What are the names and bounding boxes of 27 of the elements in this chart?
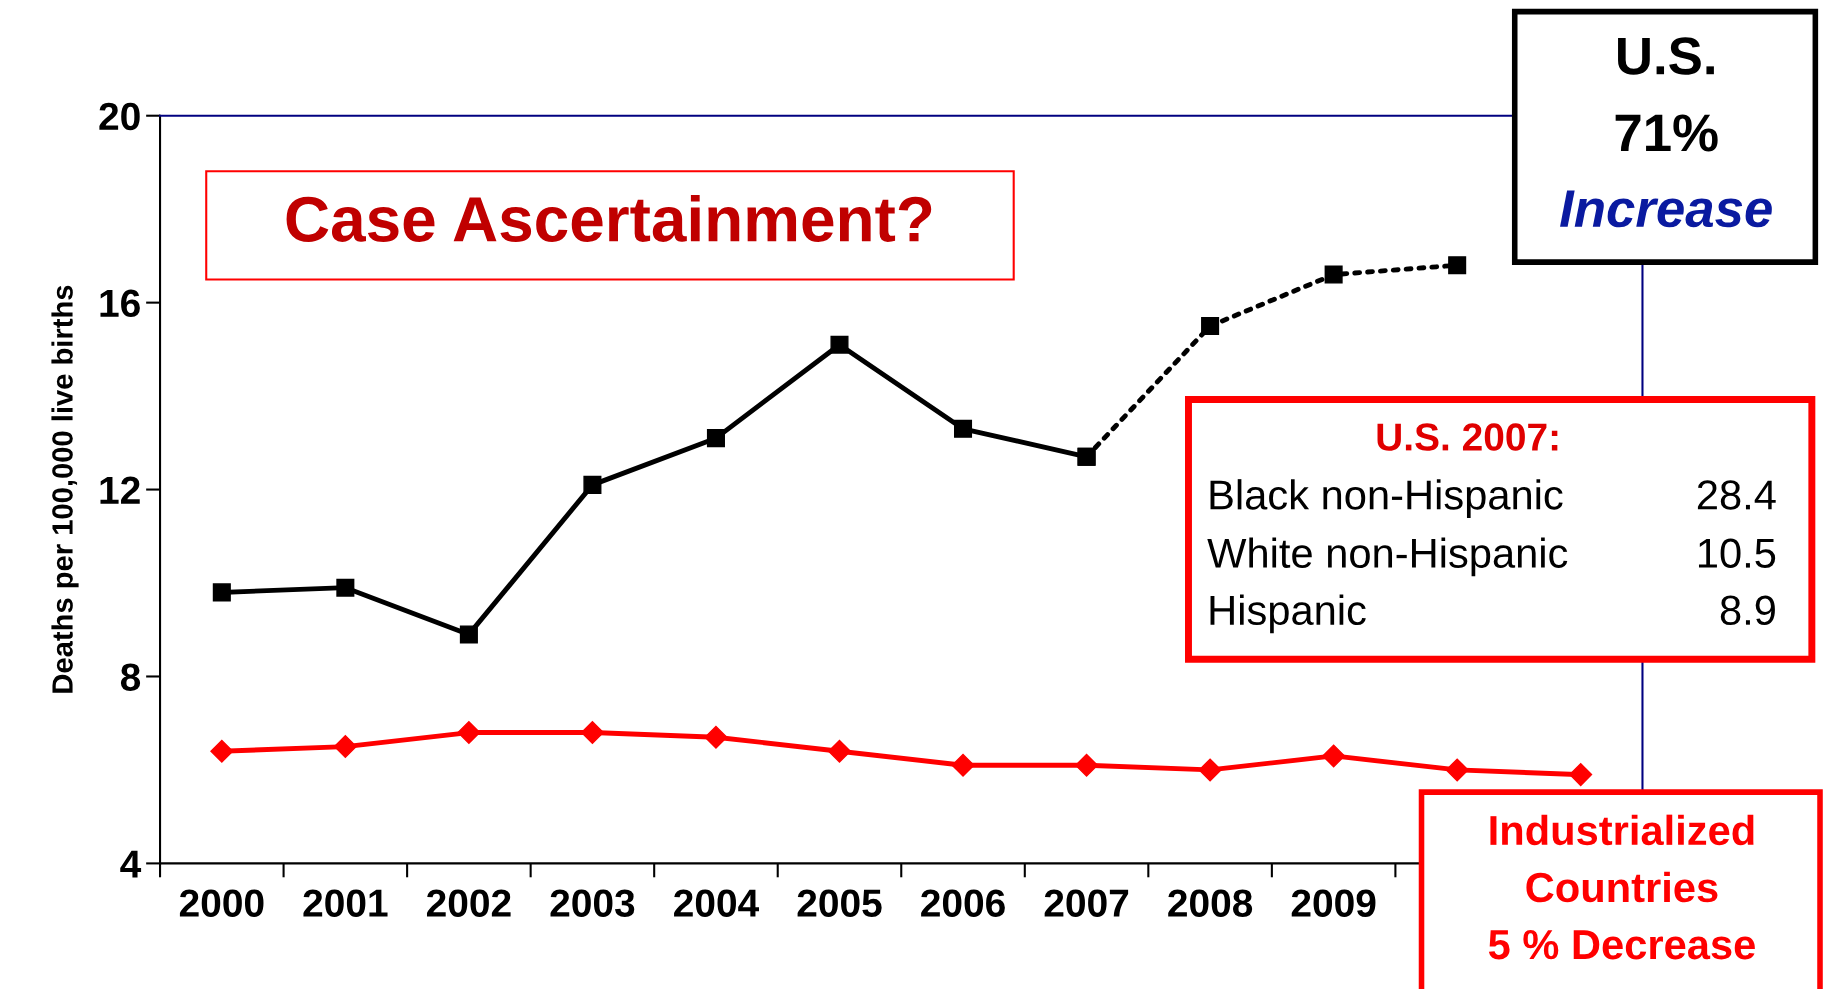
x-tick-label: 2004 xyxy=(674,889,760,917)
annotation: Case Ascertainment? xyxy=(286,195,932,242)
text: 5 % Decrease xyxy=(1488,930,1755,960)
y-tick-label: 16 xyxy=(100,289,140,318)
text: U.S. xyxy=(1618,37,1714,75)
x-tick-label: 2006 xyxy=(921,889,1005,917)
y-tick-label: 8 xyxy=(120,663,141,691)
annotation: 71% xyxy=(1615,114,1718,152)
y-tick-label: 20 xyxy=(99,102,140,131)
x-tick-label: 2009 xyxy=(1291,889,1376,917)
x-tick-label: 2002 xyxy=(426,889,511,917)
text: Countries xyxy=(1526,871,1718,903)
x-tick-label: 2005 xyxy=(797,889,882,917)
y-axis-title: Deaths per 100,000 live births xyxy=(51,285,79,693)
text: Hispanic 8.9 xyxy=(1210,594,1775,634)
annotation: U.S. 2007: xyxy=(1377,423,1558,451)
x-tick-label: 2007 xyxy=(1044,889,1129,917)
annotation: Increase xyxy=(1560,190,1772,228)
annotation: Industrialized xyxy=(1490,814,1754,846)
x-tick-label: 2008 xyxy=(1168,889,1253,917)
y-tick-label: 4 xyxy=(120,850,142,878)
text: White non-Hispanic 10.5 xyxy=(1207,537,1776,577)
y-tick-label: 12 xyxy=(100,476,140,504)
x-tick-label: 2001 xyxy=(303,889,388,917)
x-tick-label: 2000 xyxy=(179,889,264,917)
text: Black non-Hispanic 28.4 xyxy=(1210,479,1776,518)
x-tick-label: 2003 xyxy=(550,889,635,918)
